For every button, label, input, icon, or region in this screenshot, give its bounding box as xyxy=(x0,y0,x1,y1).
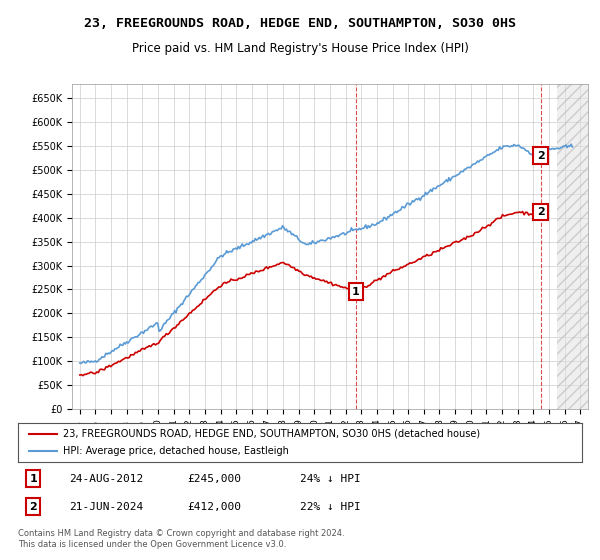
Text: Contains HM Land Registry data © Crown copyright and database right 2024.
This d: Contains HM Land Registry data © Crown c… xyxy=(18,529,344,549)
Text: 24% ↓ HPI: 24% ↓ HPI xyxy=(300,474,361,484)
Text: 2: 2 xyxy=(537,151,544,161)
Text: 23, FREEGROUNDS ROAD, HEDGE END, SOUTHAMPTON, SO30 0HS (detached house): 23, FREEGROUNDS ROAD, HEDGE END, SOUTHAM… xyxy=(63,429,480,439)
Text: 2: 2 xyxy=(537,207,544,217)
Text: £412,000: £412,000 xyxy=(187,502,241,512)
Text: HPI: Average price, detached house, Eastleigh: HPI: Average price, detached house, East… xyxy=(63,446,289,456)
Text: 23, FREEGROUNDS ROAD, HEDGE END, SOUTHAMPTON, SO30 0HS: 23, FREEGROUNDS ROAD, HEDGE END, SOUTHAM… xyxy=(84,17,516,30)
Text: 24-AUG-2012: 24-AUG-2012 xyxy=(69,474,143,484)
Bar xyxy=(557,84,588,409)
Text: 2: 2 xyxy=(29,502,37,512)
Text: £245,000: £245,000 xyxy=(187,474,241,484)
Text: 22% ↓ HPI: 22% ↓ HPI xyxy=(300,502,361,512)
Text: 1: 1 xyxy=(29,474,37,484)
Text: 21-JUN-2024: 21-JUN-2024 xyxy=(69,502,143,512)
Text: 1: 1 xyxy=(352,287,359,297)
Text: Price paid vs. HM Land Registry's House Price Index (HPI): Price paid vs. HM Land Registry's House … xyxy=(131,42,469,55)
